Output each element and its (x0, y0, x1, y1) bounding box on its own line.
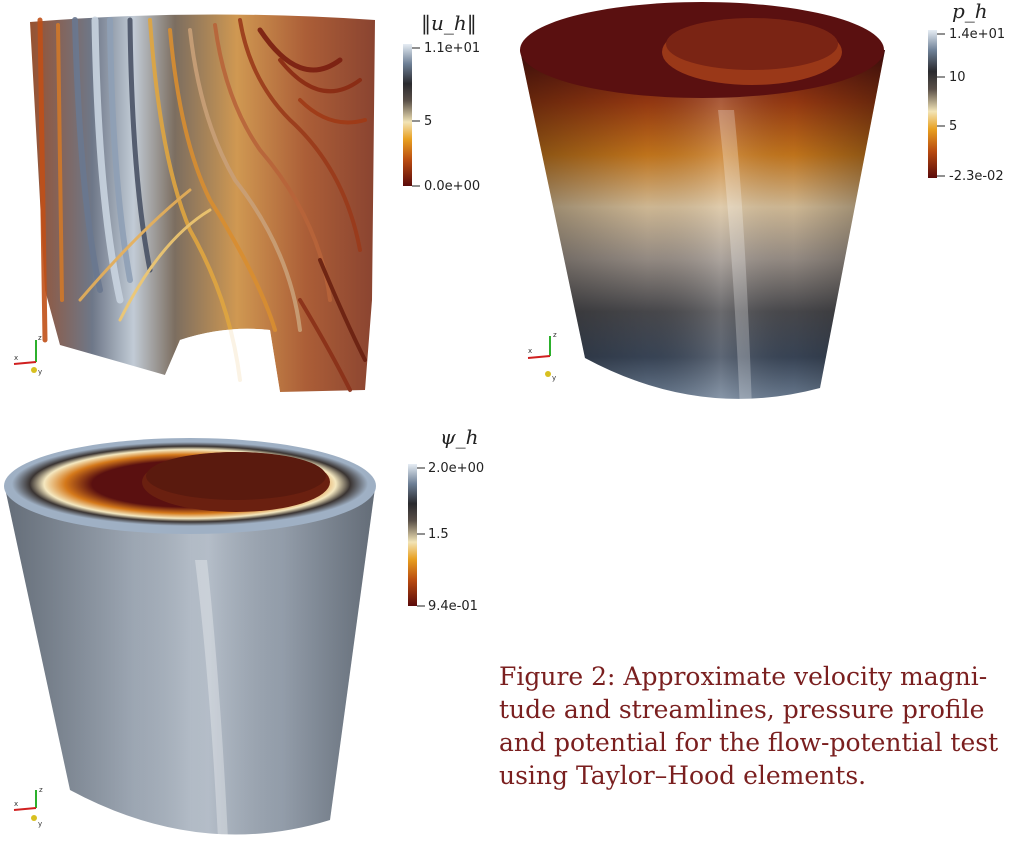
tick-min: 0.0e+00 (424, 179, 480, 194)
tick-mid: 5 (424, 114, 432, 129)
figure-caption: Figure 2: Approximate velocity magni- tu… (499, 660, 1018, 792)
tick-mid: 1.5 (428, 527, 449, 542)
potential-colorbar: ψ_h 2.0e+00 1.5 9.4e-01 (408, 425, 484, 614)
caption-line-2: tude and streamlines, pressure profile (499, 695, 985, 724)
pressure-colorbar: p_h 1.4e+01 10 5 -2.3e-02 (928, 0, 1005, 184)
axes-triad-1: z x y (13, 334, 42, 376)
tick-max: 1.1e+01 (424, 41, 480, 56)
tick-mid-low: 5 (949, 119, 957, 134)
pressure-render: z x y p_h 1.4e+01 10 5 -2.3e-02 (520, 0, 1005, 410)
caption-line-4: using Taylor–Hood elements. (499, 761, 867, 790)
colorbar-title-velocity: ‖u_h‖ (421, 11, 477, 36)
axes-triad-2: z x y (527, 331, 557, 382)
tick-min: -2.3e-02 (949, 169, 1004, 184)
colorbar-title-pressure: p_h (952, 0, 988, 23)
velocity-render: z x y ‖u_h‖ 1.1e+01 5 0.0e+00 (13, 11, 480, 392)
svg-text:y: y (38, 368, 42, 376)
potential-render: z x y ψ_h 2.0e+00 1.5 9.4e-01 (4, 425, 484, 839)
axes-triad-3: z x y (13, 786, 43, 828)
svg-text:x: x (14, 800, 18, 808)
velocity-panel: z x y ‖u_h‖ 1.1e+01 5 0.0e+00 (0, 0, 500, 410)
tick-max: 2.0e+00 (428, 461, 484, 476)
svg-text:z: z (38, 334, 42, 342)
svg-text:z: z (39, 786, 43, 794)
tick-mid-high: 10 (949, 70, 966, 85)
svg-text:z: z (553, 331, 557, 339)
caption-label: Figure 2: (499, 662, 616, 691)
svg-text:x: x (528, 347, 532, 355)
caption-line-3: and potential for the flow-potential tes… (499, 728, 999, 757)
svg-text:y: y (552, 374, 556, 382)
tick-max: 1.4e+01 (949, 27, 1005, 42)
svg-text:y: y (38, 820, 42, 828)
tick-min: 9.4e-01 (428, 599, 478, 614)
velocity-colorbar: ‖u_h‖ 1.1e+01 5 0.0e+00 (403, 11, 480, 194)
colorbar-title-potential: ψ_h (440, 425, 479, 449)
svg-text:x: x (14, 354, 18, 362)
potential-panel: z x y ψ_h 2.0e+00 1.5 9.4e-01 (0, 420, 500, 839)
pressure-panel: z x y p_h 1.4e+01 10 5 -2.3e-02 (500, 0, 1018, 420)
caption-line-1: Figure 2: Approximate velocity magni- (499, 662, 988, 691)
